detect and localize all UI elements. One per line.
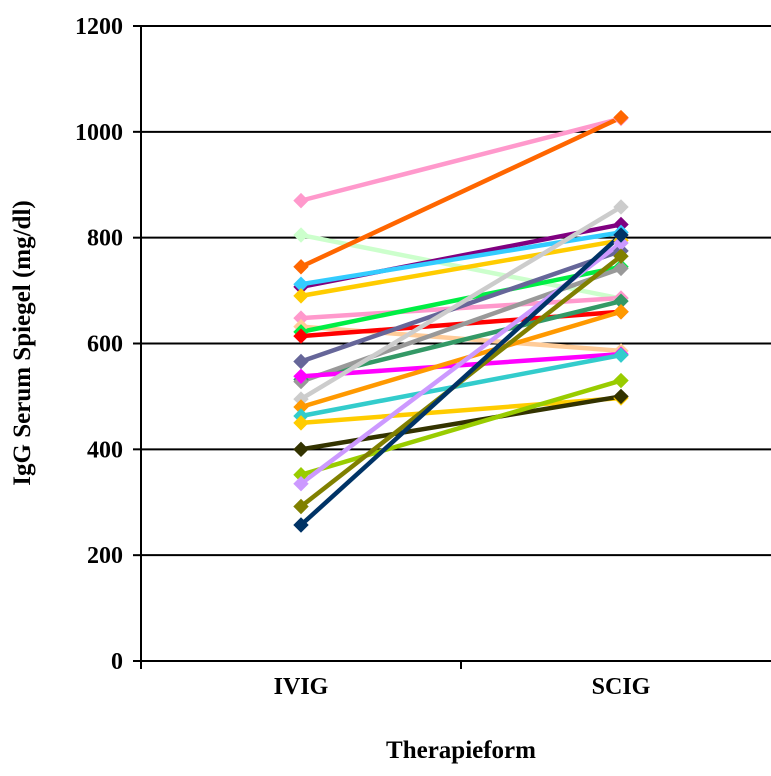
series-line-3: [298, 115, 624, 270]
x-tick-labels: IVIG SCIG: [274, 674, 651, 700]
y-tick-label-0: 0: [111, 649, 123, 675]
data-point-3-scig: [613, 109, 629, 126]
y-tick-label-200: 200: [87, 543, 123, 569]
series-line-23: [298, 232, 624, 528]
data-point-15-scig: [613, 199, 629, 215]
x-tick-label-ivig: IVIG: [274, 674, 329, 700]
y-tick-label-400: 400: [87, 437, 123, 463]
series-line-13: [298, 266, 624, 384]
x-tick-label-scig: SCIG: [592, 674, 651, 700]
data-point-23-scig: [613, 227, 629, 243]
data-point-1-ivig: [293, 192, 309, 209]
y-tick-label-1000: 1000: [75, 120, 123, 146]
data-point-20-scig: [613, 372, 629, 389]
x-axis-title: Therapieform: [386, 737, 536, 764]
y-axis-title: IgG Serum Spiegel (mg/dl): [9, 200, 36, 485]
data-point-21-ivig: [293, 476, 309, 492]
data-point-19-scig: [613, 388, 629, 405]
data-point-2-ivig: [293, 227, 309, 243]
series-line-11: [298, 248, 624, 364]
y-tick-labels: 0 200 400 600 800 1000 1200: [75, 14, 123, 675]
gridlines: [141, 25, 771, 557]
data-point-13-scig: [613, 260, 629, 277]
data-point-11-ivig: [293, 353, 309, 370]
data-point-23-ivig: [293, 517, 309, 533]
data-point-6-ivig: [293, 288, 309, 304]
y-tick-label-600: 600: [87, 332, 123, 358]
series-markers: [293, 109, 629, 533]
data-point-19-ivig: [293, 441, 309, 458]
series-line-17: [298, 352, 624, 419]
series-lines: [298, 115, 624, 528]
series-line-16: [298, 309, 624, 410]
data-point-10-ivig: [293, 328, 309, 344]
data-point-22-ivig: [293, 498, 309, 515]
data-point-14-ivig: [293, 368, 309, 385]
series-line-1: [298, 116, 624, 203]
data-point-17-scig: [613, 347, 629, 363]
series-line-18: [298, 395, 624, 426]
series-line-15: [298, 204, 624, 402]
data-point-16-scig: [613, 304, 629, 320]
series-line-19: [298, 394, 624, 452]
data-point-3-ivig: [293, 259, 309, 275]
series-line-20: [298, 378, 624, 477]
y-tick-label-800: 800: [87, 226, 123, 252]
data-point-22-scig: [613, 248, 629, 264]
series-line-9: [298, 264, 624, 335]
axes: [133, 25, 771, 669]
series-line-6: [298, 238, 624, 299]
data-point-18-ivig: [293, 415, 309, 431]
y-tick-label-1200: 1200: [75, 14, 123, 40]
